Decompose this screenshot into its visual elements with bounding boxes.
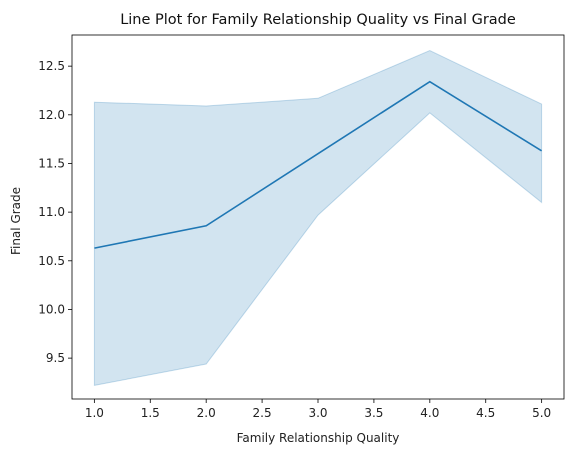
x-tick-label: 2.5 — [253, 406, 272, 420]
y-tick-label: 11.0 — [38, 205, 65, 219]
y-tick-label: 11.5 — [38, 156, 65, 170]
x-tick-label: 5.0 — [532, 406, 551, 420]
plot-area — [93, 50, 543, 387]
y-axis-ticks: 9.5 10.0 10.5 11.0 11.5 12.0 12.5 — [38, 59, 72, 365]
x-tick-label: 4.0 — [420, 406, 439, 420]
plot-frame — [71, 34, 565, 400]
y-tick-label: 10.5 — [38, 254, 65, 268]
x-axis-title: Family Relationship Quality — [237, 431, 400, 445]
x-tick-label: 4.5 — [476, 406, 495, 420]
y-tick-label: 9.5 — [46, 351, 65, 365]
x-tick-label: 2.0 — [197, 406, 216, 420]
x-tick-label: 1.0 — [85, 406, 104, 420]
x-tick-label: 1.5 — [141, 406, 160, 420]
y-axis-title: Final Grade — [9, 187, 23, 255]
y-tick-label: 12.5 — [38, 59, 65, 73]
x-tick-label: 3.0 — [308, 406, 327, 420]
y-tick-label: 10.0 — [38, 302, 65, 316]
y-tick-label: 12.0 — [38, 108, 65, 122]
x-axis-ticks: 1.0 1.5 2.0 2.5 3.0 3.5 4.0 4.5 5.0 — [85, 399, 551, 420]
series-line — [94, 80, 543, 249]
x-tick-label: 3.5 — [364, 406, 383, 420]
confidence-band — [93, 50, 543, 387]
chart-title: Line Plot for Family Relationship Qualit… — [120, 12, 516, 28]
